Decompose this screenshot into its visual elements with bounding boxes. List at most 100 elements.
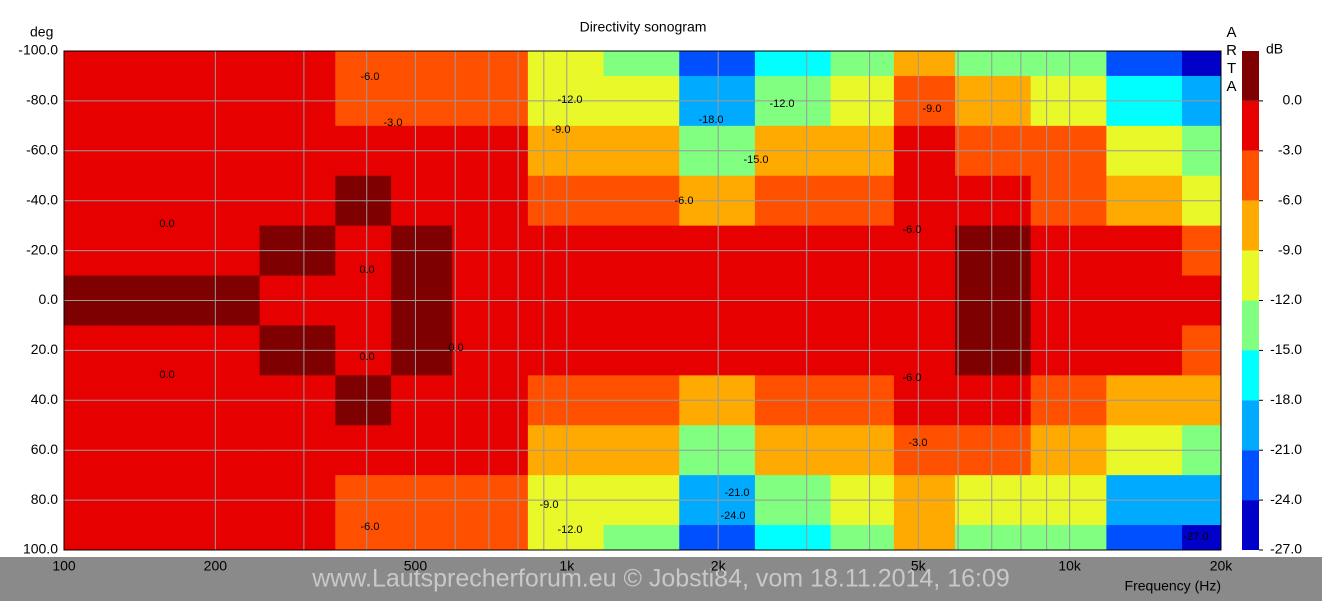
colorbar-band	[1242, 200, 1259, 251]
contour-label: -18.0	[698, 114, 723, 126]
footer-watermark: www.Lautsprecherforum.eu © Jobsti84, vom…	[311, 565, 1010, 593]
contour-cell	[830, 51, 895, 77]
colorbar-band	[1242, 450, 1259, 501]
colorbar-tick-label: -27.0	[1270, 541, 1302, 557]
colorbar-band	[1242, 350, 1259, 401]
colorbar-band	[1242, 100, 1259, 151]
contour-cell	[830, 525, 895, 551]
contour-label: 0.0	[159, 218, 174, 230]
contour-cell	[452, 525, 529, 551]
contour-label: -12.0	[769, 98, 794, 110]
contour-cell	[527, 51, 605, 77]
contour-label: -12.0	[557, 94, 582, 106]
contour-cell	[679, 525, 756, 551]
colorbar-tick-label: -18.0	[1270, 391, 1302, 407]
x-tick-label: 2k	[711, 558, 727, 574]
contour-cell	[1030, 51, 1107, 77]
contour-label: -12.0	[557, 524, 582, 536]
colorbar-tick-label: -3.0	[1278, 142, 1302, 158]
colorbar-band	[1242, 150, 1259, 201]
contour-cell	[754, 525, 832, 551]
brand: ARTA	[1223, 24, 1240, 96]
contour-label: -9.0	[552, 124, 571, 136]
y-tick-label: 0.0	[39, 291, 59, 307]
contour-label: -3.0	[909, 437, 928, 449]
colorbar-band	[1242, 250, 1259, 301]
contour-label: -24.0	[720, 510, 745, 522]
contour-cell	[1106, 51, 1183, 77]
y-tick-label: 80.0	[31, 491, 58, 507]
brand-text: ARTA	[1223, 24, 1240, 96]
colorbar-tick-label: 0.0	[1283, 92, 1303, 108]
contour-cell	[1106, 525, 1183, 551]
y-tick-label: -100.0	[18, 42, 58, 58]
colorbar-band	[1242, 300, 1259, 351]
contour-cell	[391, 51, 453, 77]
contour-cell	[679, 51, 756, 77]
contour-label: -6.0	[903, 224, 922, 236]
contour-label: -3.0	[384, 117, 403, 129]
contour-cell	[335, 51, 392, 77]
colorbar-tick-label: -9.0	[1278, 241, 1302, 257]
contour-label: -21.0	[724, 487, 749, 499]
contour-cell	[955, 51, 1032, 77]
contour-cell	[603, 525, 680, 551]
x-tick-label: 10k	[1058, 558, 1082, 574]
y-tick-label: -20.0	[26, 241, 58, 257]
contour-cell	[183, 51, 261, 77]
contour-label: -6.0	[903, 372, 922, 384]
contour-cell	[893, 525, 956, 551]
colorbar-band	[1242, 500, 1259, 550]
contour-cell	[603, 51, 680, 77]
contour-cell	[955, 525, 1032, 551]
contour-label: 0.0	[159, 369, 174, 381]
colorbar-tick-label: -12.0	[1270, 291, 1302, 307]
contour-cell	[259, 525, 336, 551]
colorbar-band	[1242, 51, 1259, 101]
colorbar-tick-label: -21.0	[1270, 441, 1302, 457]
y-tick-label: 60.0	[31, 441, 58, 457]
y-tick-label: 40.0	[31, 391, 58, 407]
colorbar-tick-label: -15.0	[1270, 341, 1302, 357]
contour-cell	[259, 51, 336, 77]
contour-cell	[64, 51, 109, 77]
contour-cell	[335, 525, 392, 551]
contour-label: -6.0	[675, 195, 694, 207]
chart-title: Directivity sonogram	[580, 19, 707, 35]
contour-cell	[391, 525, 453, 551]
x-tick-label: 5k	[911, 558, 927, 574]
x-tick-label: 1k	[559, 558, 575, 574]
x-tick-label: 20k	[1210, 558, 1234, 574]
x-tick-label: 100	[52, 558, 76, 574]
y-tick-label: -80.0	[26, 92, 58, 108]
contour-label: 0.0	[359, 264, 374, 276]
contour-cell	[527, 525, 605, 551]
contour-label: -27.0	[1183, 531, 1208, 543]
y-tick-label: -60.0	[26, 142, 58, 158]
footer-bar	[0, 557, 1322, 601]
contour-label: -9.0	[923, 103, 942, 115]
contour-cell	[183, 525, 261, 551]
plot-frame	[63, 50, 1222, 551]
y-tick-label: -40.0	[26, 191, 58, 207]
contour-label: 0.0	[359, 351, 374, 363]
y-tick-label: 20.0	[31, 341, 58, 357]
x-tick-label: 200	[204, 558, 228, 574]
colorbar-tick-label: -24.0	[1270, 491, 1302, 507]
contour-label: -6.0	[361, 71, 380, 83]
x-tick-label: 500	[404, 558, 428, 574]
colorbar-tick-label: -6.0	[1278, 191, 1302, 207]
contour-label: 0.0	[448, 342, 463, 354]
contour-label: -6.0	[361, 521, 380, 533]
colorbar-band	[1242, 400, 1259, 451]
contour-cell	[64, 525, 109, 551]
contour-cell	[1182, 51, 1222, 77]
contour-label: -15.0	[743, 154, 768, 166]
y-axis-label: deg	[30, 24, 53, 40]
contour-label: -9.0	[540, 499, 559, 511]
colorbar-label: dB	[1266, 41, 1283, 57]
contour-cell	[893, 51, 956, 77]
contour-cell	[1182, 525, 1222, 551]
contour-cell	[452, 51, 529, 77]
